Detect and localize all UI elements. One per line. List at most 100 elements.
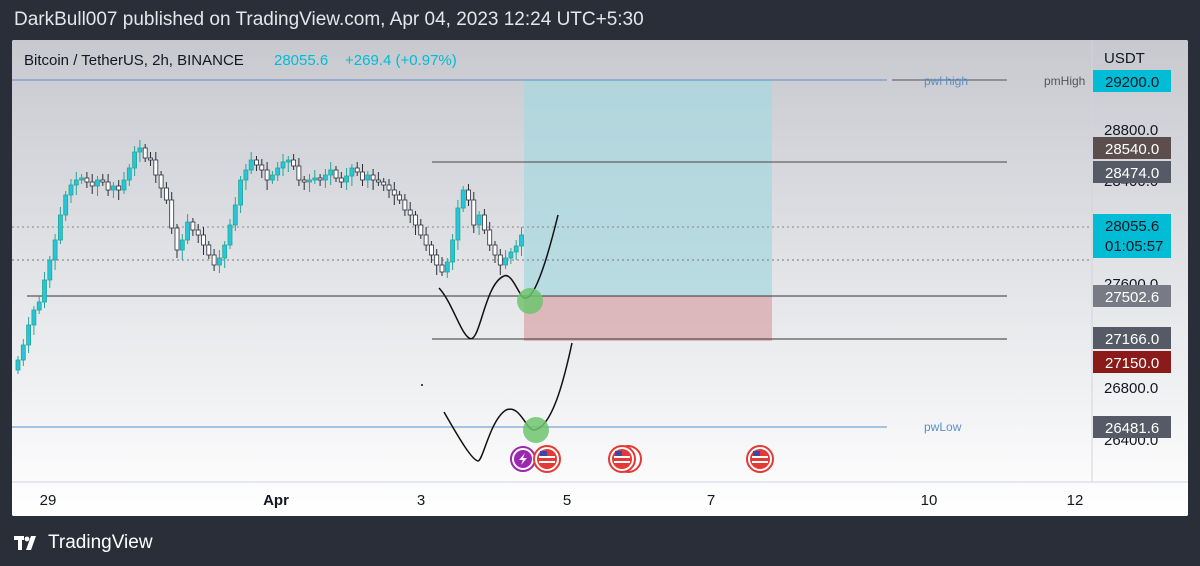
candle-body (264, 169, 270, 181)
time-label: 12 (1067, 492, 1084, 509)
candle-body (434, 254, 440, 266)
price-label-text: 27166.0 (1105, 331, 1159, 348)
candle-body (79, 177, 84, 181)
candle-body (185, 221, 191, 241)
price-label-box (1093, 327, 1171, 349)
symbol-price: 28055.6 (274, 52, 328, 69)
time-label: Apr (263, 492, 289, 509)
candle-body (513, 245, 519, 253)
candle-body (216, 257, 222, 266)
candle-body (195, 229, 201, 236)
candle-body (317, 177, 323, 181)
time-axis[interactable]: 29 Apr 3 5 7 10 12 (40, 492, 1084, 509)
candle-body (402, 199, 408, 211)
candle-body (137, 147, 143, 153)
axis-currency: USDT (1104, 50, 1145, 67)
candles[interactable] (15, 140, 524, 374)
candle-body (423, 234, 429, 246)
candle-body (132, 151, 137, 169)
candle-body (439, 264, 445, 273)
target-zone[interactable] (524, 80, 772, 296)
tradingview-logo-icon (14, 536, 36, 550)
time-label: 3 (417, 492, 425, 509)
candle-body (481, 214, 487, 231)
candle-body (381, 181, 387, 186)
countdown-label: 01:05:57 (1105, 238, 1163, 255)
candle-body (248, 159, 254, 171)
candle-body (296, 165, 302, 181)
candle-body (280, 161, 286, 169)
us-flag-event-icon[interactable] (533, 445, 561, 473)
candle-body (519, 234, 524, 247)
candle-body (254, 159, 259, 166)
symbol-legend[interactable]: Bitcoin / TetherUS, 2h, BINANCE 28055.6 … (24, 52, 457, 69)
candle-body (328, 169, 334, 176)
tradingview-brand: TradingView (48, 532, 153, 553)
candle-body (428, 244, 434, 256)
candle-body (121, 179, 127, 191)
candle-body (307, 179, 312, 183)
candle-body (222, 244, 228, 259)
candle-body (227, 224, 233, 246)
candle-body (397, 194, 403, 201)
projection-curve-lower[interactable] (443, 342, 573, 462)
candle-body (31, 309, 37, 326)
candle-body (418, 224, 424, 236)
candle-body (503, 257, 509, 266)
pm-high-label: pmHigh (1044, 74, 1085, 88)
earnings-lightning-icon[interactable] (510, 446, 536, 472)
candle-body (26, 324, 32, 346)
entry-marker-circle[interactable] (517, 288, 543, 314)
price-label-box (1093, 70, 1171, 92)
candle-body (89, 181, 95, 187)
price-label-text: 28474.0 (1105, 165, 1159, 182)
us-flag-event-icon-3[interactable] (746, 445, 774, 473)
price-label-box (1093, 161, 1171, 183)
candle-body (206, 244, 212, 256)
candle-body (116, 185, 122, 191)
candle-body (444, 261, 450, 273)
candle-body (100, 179, 106, 183)
candle-body (291, 159, 297, 167)
candle-body (211, 254, 217, 266)
time-label: 7 (707, 492, 715, 509)
candle-body (73, 179, 79, 186)
chart-svg[interactable]: Bitcoin / TetherUS, 2h, BINANCE 28055.6 … (12, 40, 1188, 516)
stop-zone[interactable] (524, 296, 772, 341)
candle-body (365, 174, 371, 181)
stray-dot (421, 384, 423, 386)
candle-body (142, 147, 148, 159)
axis-tick: 28800.0 (1104, 122, 1158, 139)
price-label-box (1093, 214, 1171, 258)
target-marker-circle[interactable] (523, 417, 549, 443)
candle-body (497, 254, 503, 266)
projection-curve-upper[interactable] (438, 214, 559, 340)
candle-body (153, 159, 159, 176)
price-label-text: 27502.6 (1105, 289, 1159, 306)
candle-body (52, 239, 58, 261)
candle-body (47, 259, 53, 281)
us-flag-event-icon-2[interactable] (608, 445, 642, 473)
candle-body (105, 181, 111, 191)
candle-body (476, 214, 482, 226)
candle-body (301, 179, 307, 183)
candle-body (370, 174, 376, 181)
price-label-box (1093, 416, 1171, 438)
candle-body (312, 177, 318, 181)
price-labels: 29200.0 28540.0 28474.0 28055.6 01:05:57… (1093, 70, 1171, 438)
candle-body (413, 214, 418, 226)
candle-body (375, 179, 381, 183)
candle-body (15, 359, 21, 371)
event-icons[interactable] (510, 445, 774, 473)
candle-body (63, 194, 69, 216)
candle-body (179, 239, 185, 251)
chart-panel[interactable]: Bitcoin / TetherUS, 2h, BINANCE 28055.6 … (12, 40, 1188, 516)
price-label-box (1093, 285, 1171, 307)
candle-body (344, 175, 350, 183)
price-label-text: 28055.6 (1105, 218, 1159, 235)
price-label-text: 29200.0 (1105, 74, 1159, 91)
candle-body (333, 169, 339, 179)
candle-body (487, 229, 493, 246)
candle-body (407, 209, 413, 216)
candle-body (285, 159, 291, 163)
